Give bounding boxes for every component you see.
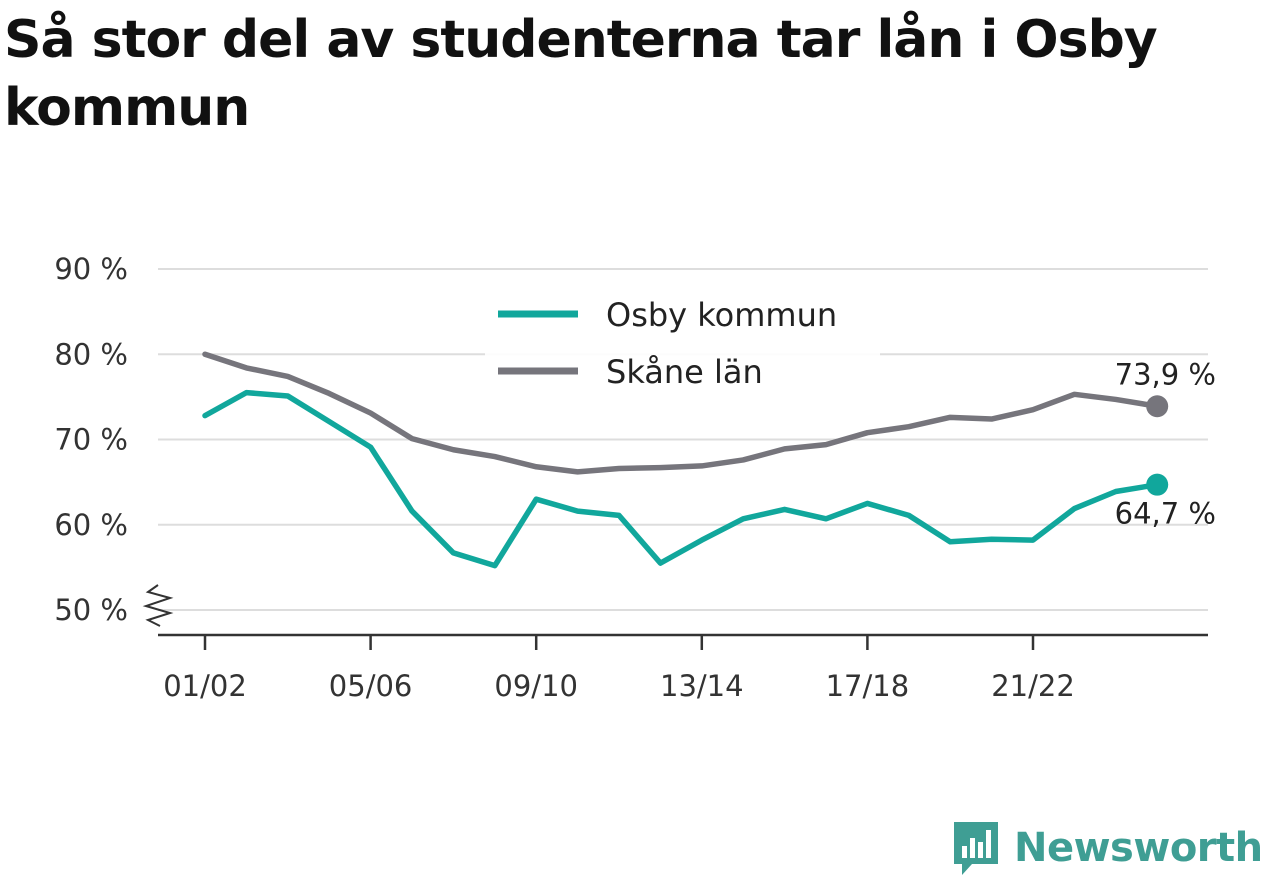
y-tick-label: 60 %	[54, 508, 128, 542]
x-tick-label: 21/22	[991, 669, 1075, 703]
y-axis-ticks: 50 % 60 % 70 % 80 % 90 %	[54, 252, 174, 627]
x-tick-label: 05/06	[329, 669, 413, 703]
end-value-label: 73,9 %	[1115, 357, 1216, 391]
x-tick-label: 17/18	[826, 669, 910, 703]
x-axis-ticks: 01/02 05/06 09/10 13/14 17/18 21/22	[163, 635, 1075, 703]
y-tick-label: 80 %	[54, 337, 128, 371]
axis-break-marker	[142, 584, 174, 627]
end-labels: 64,7 % 73,9 %	[1115, 357, 1216, 530]
y-tick-label: 90 %	[54, 252, 128, 286]
brand-name: Newsworthy	[1014, 825, 1262, 871]
y-tick-label: 70 %	[54, 423, 128, 457]
legend-background	[485, 290, 880, 398]
bar-chart-speech-bubble-icon	[954, 822, 998, 875]
legend-label: Osby kommun	[606, 296, 837, 334]
end-point-marker	[1146, 473, 1169, 496]
end-point-marker	[1146, 395, 1169, 418]
series-line	[202, 351, 1160, 475]
y-tick-label: 50 %	[54, 593, 128, 627]
chart-title: Så stor del av studenterna tar lån i Osb…	[4, 10, 1158, 138]
x-tick-label: 13/14	[660, 669, 744, 703]
series-line	[202, 389, 1160, 569]
x-tick-label: 09/10	[494, 669, 578, 703]
legend: Osby kommun Skåne län	[485, 290, 880, 398]
brand-logo: Newsworthy	[950, 818, 1262, 878]
gridlines	[158, 268, 1208, 611]
legend-label: Skåne län	[606, 353, 763, 391]
series-lines	[202, 351, 1169, 569]
end-value-label: 64,7 %	[1115, 497, 1216, 531]
x-tick-label: 01/02	[163, 669, 247, 703]
